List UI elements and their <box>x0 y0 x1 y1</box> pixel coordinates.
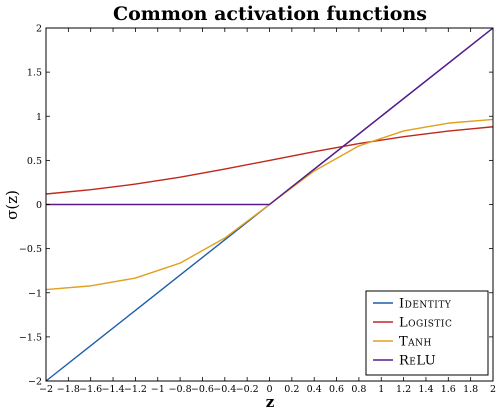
y-tick-label: 1 <box>36 112 42 123</box>
legend-box <box>365 290 489 376</box>
x-tick-label: 0.4 <box>307 384 322 395</box>
x-tick-label: 2 <box>490 384 496 395</box>
x-tick-label: −1.2 <box>124 384 147 395</box>
x-tick-label: 1.8 <box>463 384 478 395</box>
legend-label-logistic: Logistic <box>399 316 452 331</box>
x-tick-label: −1.8 <box>57 384 80 395</box>
x-tick-label: −0.4 <box>213 384 236 395</box>
y-tick-label: −1 <box>28 288 42 299</box>
x-tick-label: −1 <box>151 384 165 395</box>
y-tick-label: 0 <box>36 200 42 211</box>
x-tick-label: 1.6 <box>441 384 456 395</box>
chart-title: Common activation functions <box>113 3 427 25</box>
legend-items: Identity Logistic Tanh ReLU <box>373 297 452 369</box>
x-ticks: −2 −1.8 −1.6 −1.4 −1.2 −1 −0.8 −0.6 −0.4 −0.2 0 0.2… <box>39 28 496 395</box>
y-tick-label: −2 <box>28 377 42 388</box>
y-tick-label: −1.5 <box>19 332 42 343</box>
x-tick-label: 0 <box>266 384 272 395</box>
x-tick-label: 1.2 <box>396 384 411 395</box>
legend-label-identity: Identity <box>399 297 452 312</box>
x-tick-label: −2 <box>39 384 53 395</box>
y-tick-label: 0.5 <box>27 156 42 167</box>
y-tick-label: −0.5 <box>19 244 42 255</box>
x-tick-label: −1.4 <box>102 384 125 395</box>
series-line-logistic <box>45 126 494 195</box>
y-tick-label: 1.5 <box>27 68 42 79</box>
legend-label-relu: ReLU <box>399 354 436 369</box>
x-tick-label: 1 <box>378 384 384 395</box>
x-axis-label: z <box>266 393 275 411</box>
x-tick-label: −0.6 <box>191 384 214 395</box>
y-ticks: −2 −1.5 −1 −0.5 0 0.5 1 1.5 2 <box>19 24 493 388</box>
x-tick-label: 0.8 <box>351 384 366 395</box>
y-axis-label: σ(z) <box>3 190 21 220</box>
x-tick-label: 0.6 <box>329 384 344 395</box>
x-tick-label: 1.4 <box>418 384 433 395</box>
y-tick-label: 2 <box>36 24 42 35</box>
series-layer <box>45 27 494 382</box>
x-tick-label: −0.8 <box>169 384 192 395</box>
series-line-relu <box>46 27 494 206</box>
legend-label-tanh: Tanh <box>399 335 432 350</box>
x-tick-label: −1.6 <box>79 384 102 395</box>
x-tick-label: −0.2 <box>236 384 259 395</box>
legend: Identity Logistic Tanh ReLU <box>365 290 489 376</box>
x-tick-label: 0.2 <box>284 384 299 395</box>
